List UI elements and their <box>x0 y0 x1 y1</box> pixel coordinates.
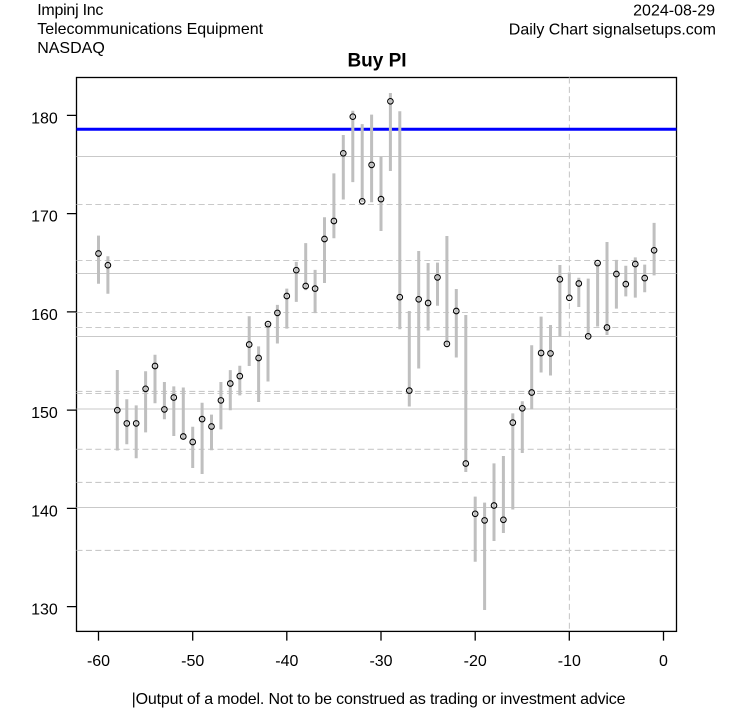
svg-text:-30: -30 <box>369 653 392 670</box>
svg-text:-40: -40 <box>275 653 298 670</box>
svg-text:Impinj Inc: Impinj Inc <box>37 2 103 19</box>
svg-text:Buy PI: Buy PI <box>347 51 406 72</box>
svg-text:Telecommunications Equipment: Telecommunications Equipment <box>37 21 263 38</box>
svg-text:170: 170 <box>31 209 58 226</box>
svg-text:130: 130 <box>31 602 58 619</box>
svg-text:0: 0 <box>659 653 668 670</box>
svg-text:Daily Chart signalsetups.com: Daily Chart signalsetups.com <box>509 22 716 39</box>
svg-text:150: 150 <box>31 405 58 422</box>
svg-text:-20: -20 <box>464 653 487 670</box>
svg-text:-60: -60 <box>87 653 110 670</box>
svg-text:180: 180 <box>31 110 58 127</box>
svg-text:|Output of a model. Not to be: |Output of a model. Not to be construed … <box>132 691 626 708</box>
svg-text:-50: -50 <box>181 653 204 670</box>
svg-text:2024-08-29: 2024-08-29 <box>633 3 715 20</box>
svg-text:-10: -10 <box>558 653 581 670</box>
svg-text:140: 140 <box>31 503 58 520</box>
svg-text:160: 160 <box>31 307 58 324</box>
svg-text:NASDAQ: NASDAQ <box>37 40 105 57</box>
